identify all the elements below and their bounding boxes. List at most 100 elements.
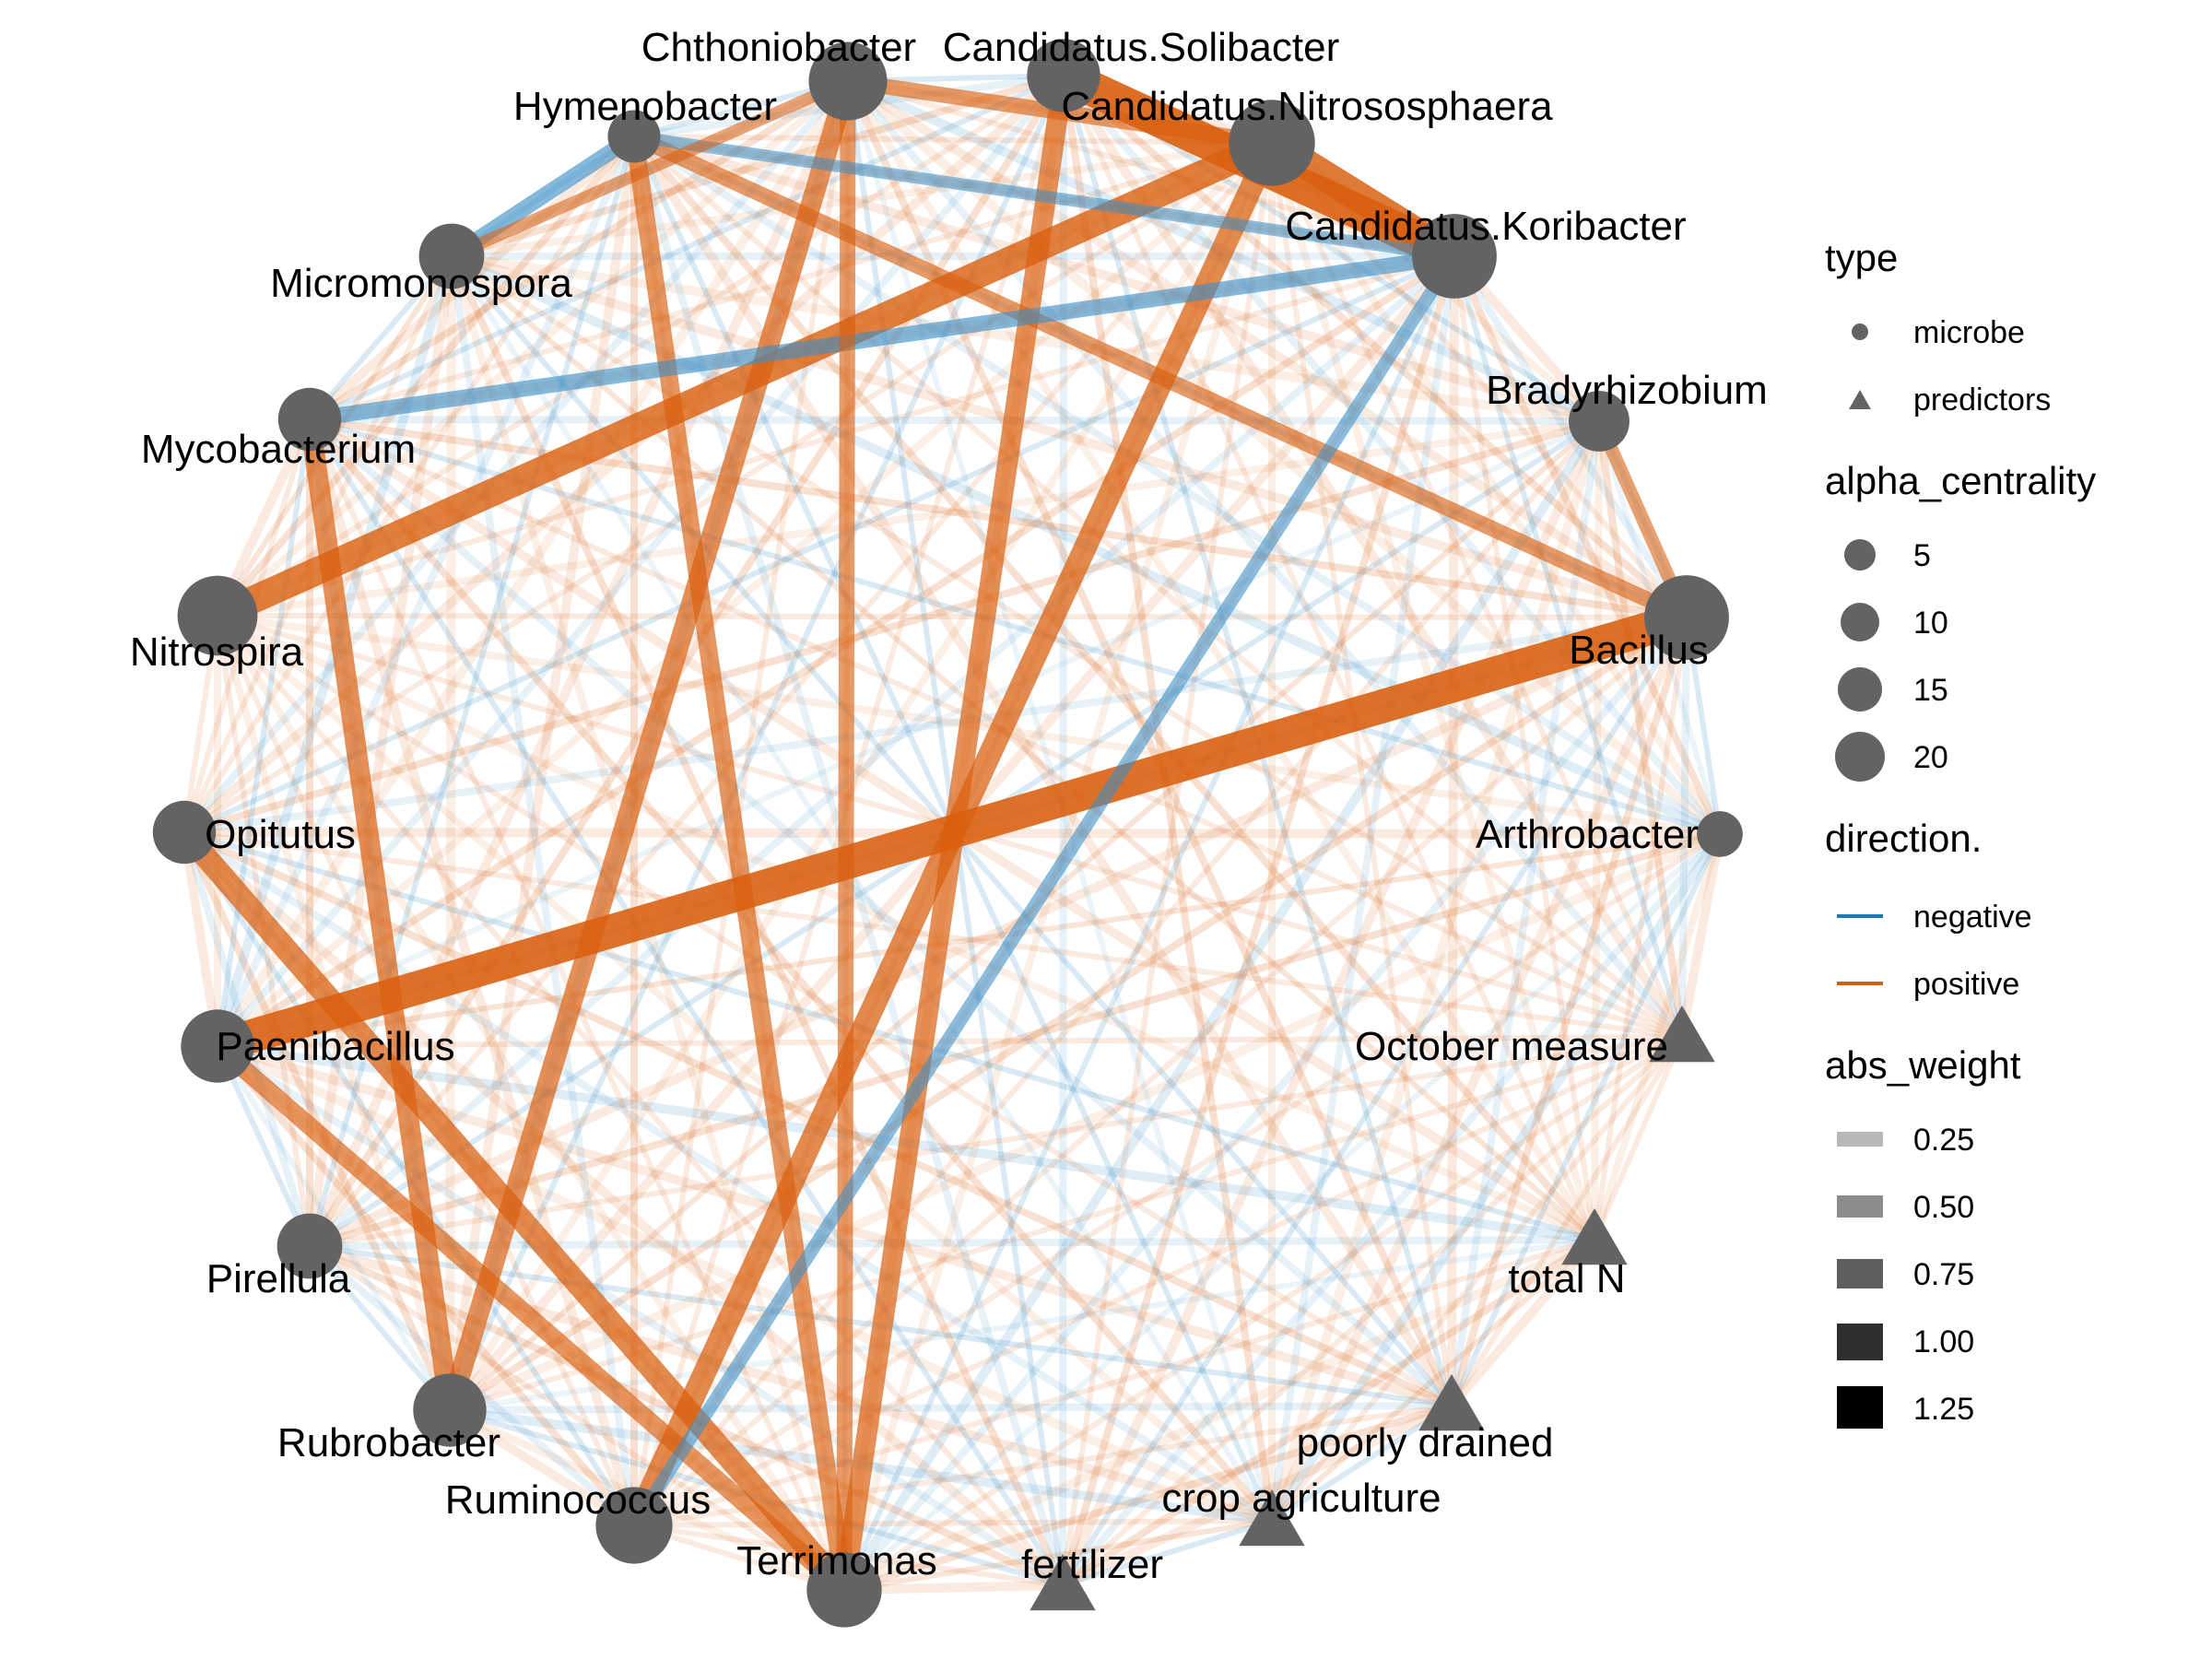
edge-faint [1059, 71, 1687, 1041]
node-ruminococcus-circle [595, 1487, 673, 1564]
edge-faint [630, 133, 1598, 1243]
edge-faint [215, 613, 637, 1528]
edge-faint [841, 253, 1457, 1593]
edge-faint [214, 612, 848, 1594]
edge-mycobacterium-rubrobacter [299, 408, 461, 1421]
edge-faint [1448, 418, 1603, 1409]
edge-faint [1060, 72, 1276, 1524]
edge-faint [306, 77, 852, 423]
node-chthoniobacter-circle [808, 41, 888, 121]
edge-faint [447, 1034, 1685, 1413]
node-label-nitrososphaera: Candidatus.Nitrososphaera [1061, 84, 1553, 129]
edge-faint [182, 253, 1457, 835]
edge-faint [631, 1237, 1597, 1528]
edge-faint [307, 1243, 847, 1593]
edge-faint [1447, 1235, 1599, 1410]
node-label-micromonospora: Micromonospora [270, 261, 572, 306]
node-bacillus-circle [1644, 575, 1729, 660]
edge-faint [1059, 1236, 1598, 1589]
node-label-bradyrhizobium: Bradyrhizobium [1486, 368, 1768, 413]
node-koribacter-circle [1412, 214, 1497, 299]
weight-025-swatch-icon [1837, 1132, 1883, 1147]
edge-faint [1060, 1518, 1275, 1588]
edge-faint [447, 1237, 1597, 1413]
edge-faint [448, 139, 1276, 260]
node-solibacter-circle [1027, 39, 1100, 112]
edge-faint [841, 1402, 1455, 1594]
edge-faint [1268, 253, 1458, 1524]
edge-faint [1269, 140, 1454, 1408]
node-label-rubrobacter: Rubrobacter [277, 1420, 500, 1465]
microbe-circle-icon [1852, 324, 1868, 340]
legend-weight-125: 1.25 [1913, 1392, 1974, 1427]
legend-direction-negative: negative [1913, 900, 2032, 935]
edge-faint [445, 252, 456, 1415]
legend-weight-075: 0.75 [1913, 1257, 1974, 1292]
edge-faint [214, 418, 1603, 619]
legend-type: type microbe predictors [1825, 236, 2051, 418]
node-totaln-triangle [1561, 1208, 1628, 1265]
size-10-circle-icon [1841, 603, 1879, 641]
weight-125-swatch-icon [1837, 1386, 1883, 1429]
edge-faint [307, 417, 1065, 1588]
edge-faint [1451, 253, 1724, 838]
node-label-chthoniobacter: Chthoniobacter [641, 25, 916, 70]
edge-faint [306, 1236, 1598, 1250]
edge-faint [1058, 1401, 1456, 1590]
node-pirellula-circle [276, 1213, 343, 1279]
node-micromonospora-circle [418, 223, 485, 289]
edge-faint [841, 831, 1723, 1593]
node-fertilizer-triangle [1030, 1554, 1096, 1611]
edge-faint [180, 71, 1068, 837]
legend-direction: direction. negative positive [1825, 817, 2032, 1002]
edge-faint [631, 418, 1602, 1528]
edge-faint [630, 133, 1724, 838]
node-label-bacillus: Bacillus [1569, 628, 1709, 673]
edge-faint [307, 1034, 1685, 1249]
edge-faint [1060, 1034, 1685, 1588]
edge-faint [449, 253, 1275, 1524]
edge-mycobacterium-koribacter [301, 248, 1463, 428]
edge-faint [1451, 253, 1690, 621]
node-bradyrhizobium-circle [1569, 391, 1630, 452]
edge-faint [215, 417, 312, 1049]
size-5-circle-icon [1844, 539, 1876, 571]
node-poorly-triangle [1418, 1374, 1485, 1431]
edge-faint [215, 613, 1689, 620]
node-terrimonas-circle [806, 1552, 882, 1628]
edge-faint [1060, 615, 1689, 1588]
edge-faint [307, 73, 1066, 422]
edge-faint [446, 614, 1690, 1414]
edge-faint [1058, 417, 1604, 1590]
edge-faint [215, 73, 1066, 618]
edge-faint [215, 613, 1454, 1408]
edge-faint [841, 614, 1690, 1594]
edge-faint [214, 1042, 1066, 1589]
edge-opitutus-terrimonas [172, 820, 856, 1602]
edge-faint [1060, 72, 1690, 621]
edge-faint [449, 253, 1685, 1040]
edge-faint [1677, 830, 1724, 1041]
edge-faint [1269, 1403, 1454, 1524]
edge-faint [214, 133, 638, 619]
edge-koribacter-ruminococcus [627, 249, 1462, 1533]
edge-faint [214, 612, 1276, 1524]
edge-faint [213, 76, 853, 1051]
edge-faint [631, 1034, 1685, 1528]
edge-faint [841, 1034, 1685, 1593]
legend-abs-weight: abs_weight 0.25 0.50 0.75 1.00 1.25 [1825, 1043, 2021, 1429]
node-label-arthrobacter: Arthrobacter [1476, 812, 1699, 857]
node-label-pirellula: Pirellula [206, 1256, 351, 1301]
edge-hymenobacter-koribacter [628, 130, 1461, 263]
node-labels: Chthoniobacter Candidatus.Solibacter Candi… [130, 25, 1768, 1587]
edge-faint [181, 829, 1276, 1524]
edge-faint [1452, 253, 1597, 1242]
edge-faint [307, 134, 637, 1249]
node-label-fertilizer: fertilizer [1021, 1542, 1163, 1587]
legend-type-title: type [1825, 236, 1898, 279]
edge-faint [307, 253, 454, 422]
size-20-circle-icon [1835, 732, 1885, 782]
node-label-totaln: total N [1508, 1256, 1625, 1301]
edge-faint [629, 132, 1604, 426]
